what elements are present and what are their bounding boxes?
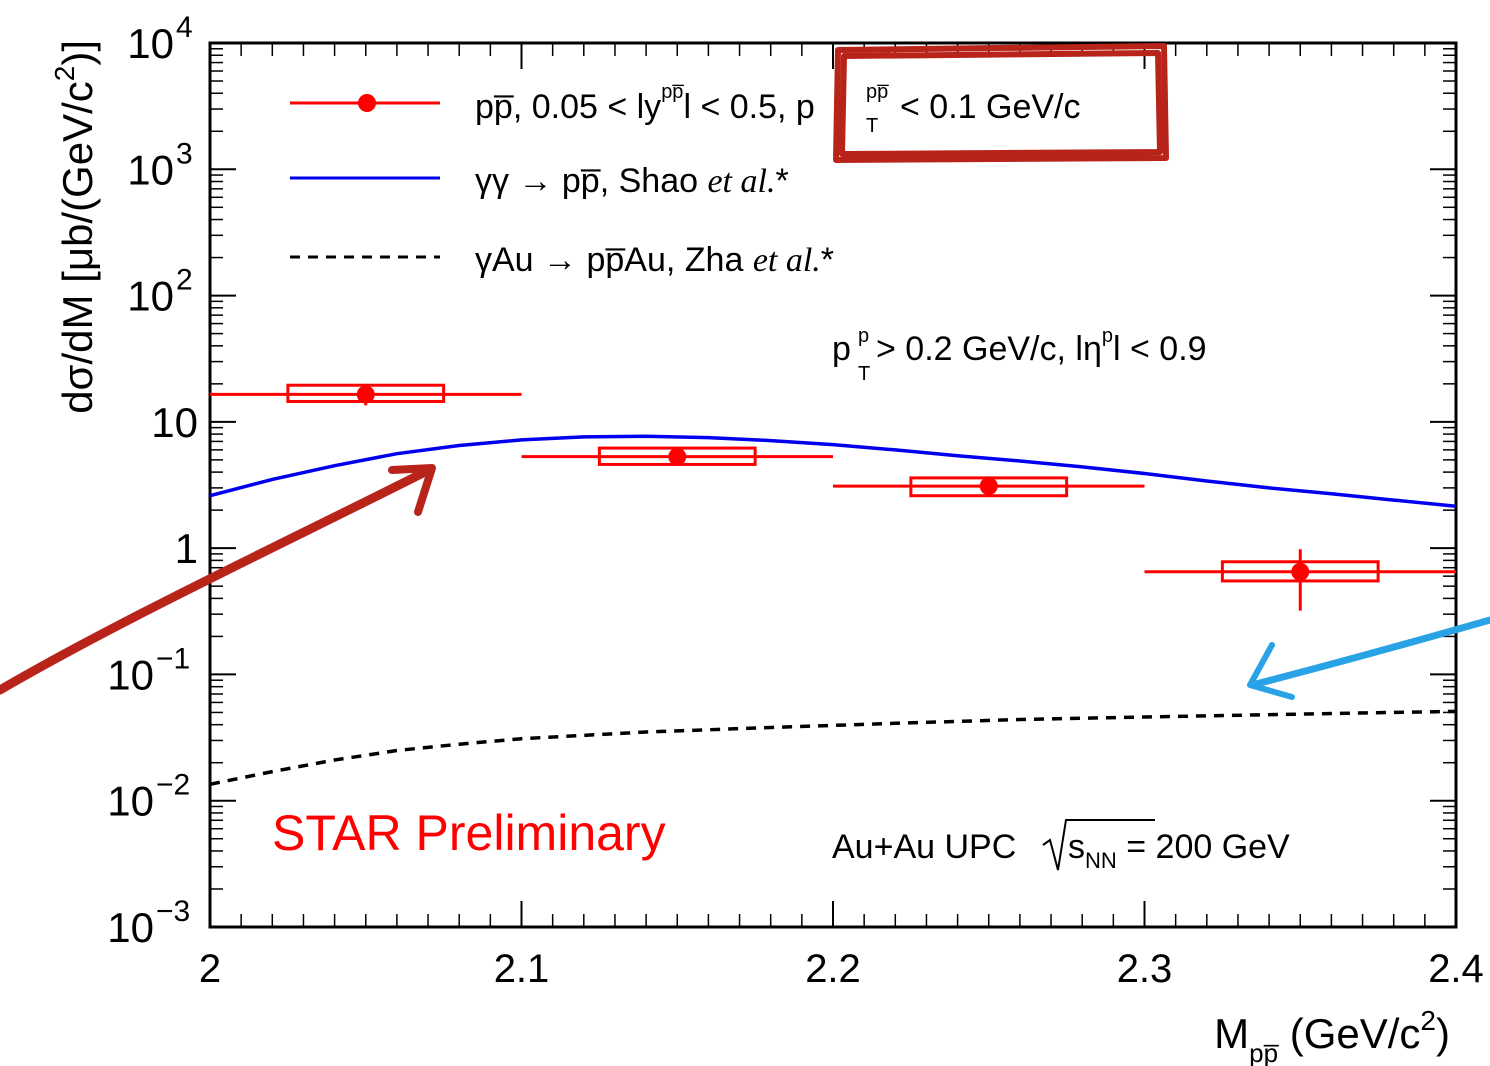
legend-label-photoproduction: γAu → pp̅Au, Zha et al.*: [475, 241, 834, 279]
legend-label-data: pp̅, 0.05 < lypp̅l < 0.5, p: [475, 81, 815, 126]
y-tick-exponent: −1: [156, 642, 190, 675]
data-marker: [356, 385, 375, 404]
x-axis-label: Mpp̅ (GeV/c2): [1214, 1005, 1450, 1066]
kinematic-cuts-rest: > 0.2 GeV/c, lηpl < 0.9: [876, 325, 1207, 368]
x-tick-label: 2.3: [1117, 947, 1173, 991]
y-axis-label: dσ/dM [μb/(GeV/c2)]: [49, 40, 101, 414]
y-tick-label: 10: [127, 273, 174, 320]
data-points: [210, 383, 1456, 611]
y-tick-exponent: 3: [176, 137, 193, 170]
y-tick-label: 1: [175, 525, 198, 572]
photoproduction-curve: [210, 709, 1456, 787]
y-tick-label: 10: [107, 778, 154, 825]
highlight-box: [833, 43, 1169, 163]
sqrt-sign: [1042, 819, 1155, 871]
data-marker: [668, 447, 687, 466]
y-tick-exponent: −3: [156, 895, 190, 928]
kinematic-cuts-sub: T: [858, 363, 870, 385]
x-tick-label: 2: [199, 947, 221, 991]
data-point: [521, 446, 833, 466]
data-point: [1144, 549, 1456, 611]
kinematic-cuts: p: [832, 330, 851, 368]
legend-marker-data: [358, 94, 376, 112]
data-marker: [1291, 562, 1310, 581]
x-tick-label: 2.4: [1428, 947, 1484, 991]
y-tick-label: 10: [127, 146, 174, 193]
data-marker: [979, 477, 998, 496]
blue-arrowhead: [1247, 642, 1295, 700]
red-arrowhead: [388, 464, 436, 516]
y-tick-exponent: −2: [156, 769, 190, 802]
blue-arrow-shaft: [1248, 616, 1490, 689]
data-point: [210, 383, 522, 406]
theory-curves: [210, 434, 1456, 787]
collision-system: Au+Au UPC: [832, 828, 1016, 866]
hand-drawn-overlays: [0, 43, 1490, 700]
axis-labels: Mpp̅ (GeV/c2) dσ/dM [μb/(GeV/c2)]: [49, 40, 1450, 1066]
preliminary-label: STAR Preliminary: [272, 805, 666, 861]
y-tick-exponent: 2: [176, 264, 193, 297]
y-tick-label: 10: [127, 20, 174, 67]
red-arrow-shaft: [0, 467, 430, 695]
y-tick-label: 10: [107, 651, 154, 698]
y-tick-label: 10: [151, 399, 198, 446]
legend-label-two-photon: γγ → pp̅, Shao et al.*: [475, 162, 789, 200]
y-tick-label: 10: [107, 904, 154, 951]
two-photon-curve: [210, 434, 1456, 508]
legend-label-superscript: pp̅: [866, 81, 889, 103]
collision-system-energy: sNN = 200 GeV: [1068, 828, 1290, 873]
systematic-box: [1220, 560, 1380, 583]
legend-label-subscript: T: [866, 115, 878, 137]
annotations: p pT > 0.2 GeV/c, lηpl < 0.9 STAR Prelimin…: [272, 325, 1290, 873]
y-tick-exponent: 4: [176, 11, 193, 44]
legend: pp̅, 0.05 < lypp̅l < 0.5, p pp̅ T < 0.1 Ge…: [290, 81, 1081, 279]
x-tick-label: 2.2: [805, 947, 861, 991]
legend-label-tail: < 0.1 GeV/c: [900, 88, 1081, 126]
kinematic-cuts-sup: p: [858, 325, 869, 347]
data-point: [833, 476, 1145, 498]
x-tick-label: 2.1: [494, 947, 550, 991]
